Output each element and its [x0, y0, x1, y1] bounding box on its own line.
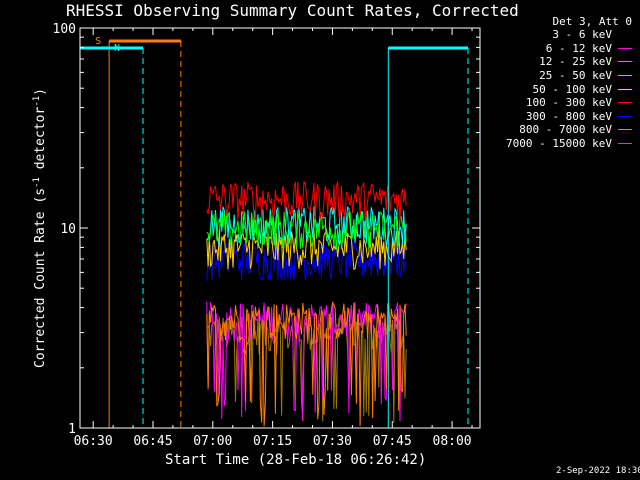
legend-item-label: 7000 - 15000 keV [506, 137, 612, 151]
legend-swatch [618, 143, 632, 145]
legend-item-label: 12 - 25 keV [539, 55, 612, 69]
legend-item: 50 - 100 keV [478, 82, 632, 96]
series-line-1 [206, 301, 407, 422]
y-axis-label-main: Corrected Count Rate (s [33, 187, 49, 368]
marker-layer: SN [79, 36, 469, 428]
y-axis-label-sup-2: -1 [31, 95, 42, 107]
y-axis-label: Corrected Count Rate (s-1 detector-1) [32, 88, 48, 368]
x-tick-label-5: 07:45 [373, 434, 412, 449]
legend-swatch [618, 47, 632, 49]
plot-frame [79, 27, 481, 429]
x-tick-label-4: 07:30 [313, 434, 352, 449]
legend-item: 100 - 300 keV [478, 96, 632, 110]
x-tick-label-3: 07:15 [253, 434, 292, 449]
legend-rows: 3 - 6 keV 6 - 12 keV 12 - 25 keV 25 - 50 ke… [478, 28, 632, 150]
legend-item-label: 25 - 50 keV [539, 69, 612, 83]
x-tick-label-6: 08:00 [433, 434, 472, 449]
legend-swatch [618, 115, 632, 117]
legend-swatch [618, 75, 632, 77]
y-axis-label-end: ) [33, 88, 49, 96]
series-line-7 [206, 301, 407, 427]
series-line-2 [206, 210, 407, 250]
legend: Det 3, Att 0 3 - 6 keV 6 - 12 keV 12 - 25 … [478, 15, 632, 150]
marker-label-1: N [114, 43, 120, 54]
legend-item-label: 100 - 300 keV [525, 96, 612, 110]
legend-item-label: 50 - 100 keV [532, 82, 612, 96]
x-tick-label-1: 06:45 [133, 434, 172, 449]
legend-header: Det 3, Att 0 [552, 15, 632, 28]
legend-item-label: 6 - 12 keV [545, 41, 612, 55]
legend-swatch [618, 88, 632, 90]
legend-swatch [618, 61, 632, 63]
legend-item-label: 800 - 7000 keV [519, 123, 612, 137]
y-tick-label-2: 100 [53, 22, 76, 37]
marker-label-0: S [95, 36, 101, 47]
legend-item: 7000 - 15000 keV [478, 137, 632, 151]
legend-item: 25 - 50 keV [478, 69, 632, 83]
x-tick-label-2: 07:00 [193, 434, 232, 449]
series-line-5 [206, 181, 407, 221]
legend-item-label: 3 - 6 keV [552, 28, 612, 42]
legend-item: 300 - 800 keV [478, 110, 632, 124]
legend-item: 3 - 6 keV [478, 28, 632, 42]
series-line-6 [206, 240, 407, 281]
axis-layer: 06:30 06:45 07:00 07:15 07:30 07:45 08:00 1 10 10… [53, 22, 480, 449]
legend-swatch [618, 102, 632, 104]
legend-item: 800 - 7000 keV [478, 123, 632, 137]
y-axis-label-sup-1: -1 [31, 177, 42, 188]
legend-item: 6 - 12 keV [478, 42, 632, 56]
x-tick-label-0: 06:30 [74, 434, 113, 449]
legend-item-label: 300 - 800 keV [525, 109, 612, 123]
y-axis-label-mid: detector [33, 106, 49, 178]
y-tick-label-1: 10 [60, 222, 76, 237]
footer-timestamp: 2-Sep-2022 18:30 [556, 466, 640, 476]
legend-swatch [618, 129, 632, 131]
chart-title: RHESSI Observing Summary Count Rates, Co… [66, 1, 519, 20]
x-axis-label: Start Time (28-Feb-18 06:26:42) [165, 452, 427, 468]
data-layer [206, 181, 407, 427]
y-tick-label-0: 1 [68, 422, 76, 437]
legend-item: 12 - 25 keV [478, 55, 632, 69]
legend-swatch [618, 34, 632, 36]
